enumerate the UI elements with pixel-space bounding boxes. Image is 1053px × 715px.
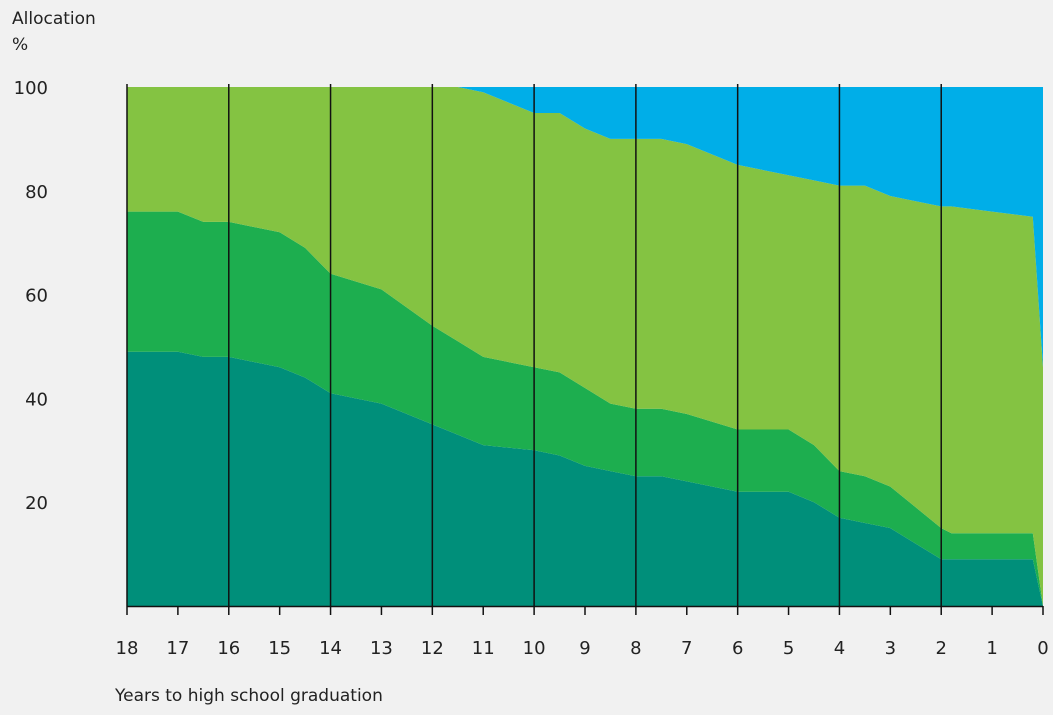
x-tick-label-6: 6	[732, 638, 743, 659]
x-tick-label-15: 15	[268, 638, 291, 659]
x-tick-label-17: 17	[166, 638, 189, 659]
x-tick-label-5: 5	[783, 638, 794, 659]
area-series-4	[127, 87, 1043, 368]
area-series-1	[127, 351, 1043, 606]
x-tick-label-14: 14	[319, 638, 342, 659]
x-axis-label: Years to high school graduation	[115, 686, 383, 706]
x-tick-label-9: 9	[579, 638, 590, 659]
y-tick-label-60: 60	[25, 286, 48, 307]
area-layer	[127, 87, 1043, 606]
x-tick-label-11: 11	[472, 638, 495, 659]
y-axis-label-line2: %	[12, 35, 29, 55]
x-tick-label-13: 13	[370, 638, 393, 659]
x-tick-label-10: 10	[523, 638, 546, 659]
x-tick-label-3: 3	[885, 638, 896, 659]
x-tick-label-18: 18	[116, 638, 139, 659]
x-tick-label-2: 2	[935, 638, 946, 659]
y-tick-label-40: 40	[25, 389, 48, 410]
x-tick-label-4: 4	[834, 638, 845, 659]
gridline-layer	[126, 84, 942, 606]
area-series-3	[127, 87, 1043, 606]
x-tick-label-1: 1	[986, 638, 997, 659]
x-tick-label-16: 16	[217, 638, 240, 659]
y-tick-label-80: 80	[25, 182, 48, 203]
y-tick-label-100: 100	[14, 78, 48, 99]
x-tick-label-7: 7	[681, 638, 692, 659]
x-tick-label-12: 12	[421, 638, 444, 659]
area-series-2	[127, 211, 1043, 606]
x-tick-label-0: 0	[1037, 638, 1048, 659]
y-tick-label-20: 20	[25, 493, 48, 514]
y-axis-label-line1: Allocation	[12, 9, 96, 29]
x-tick-label-8: 8	[630, 638, 641, 659]
